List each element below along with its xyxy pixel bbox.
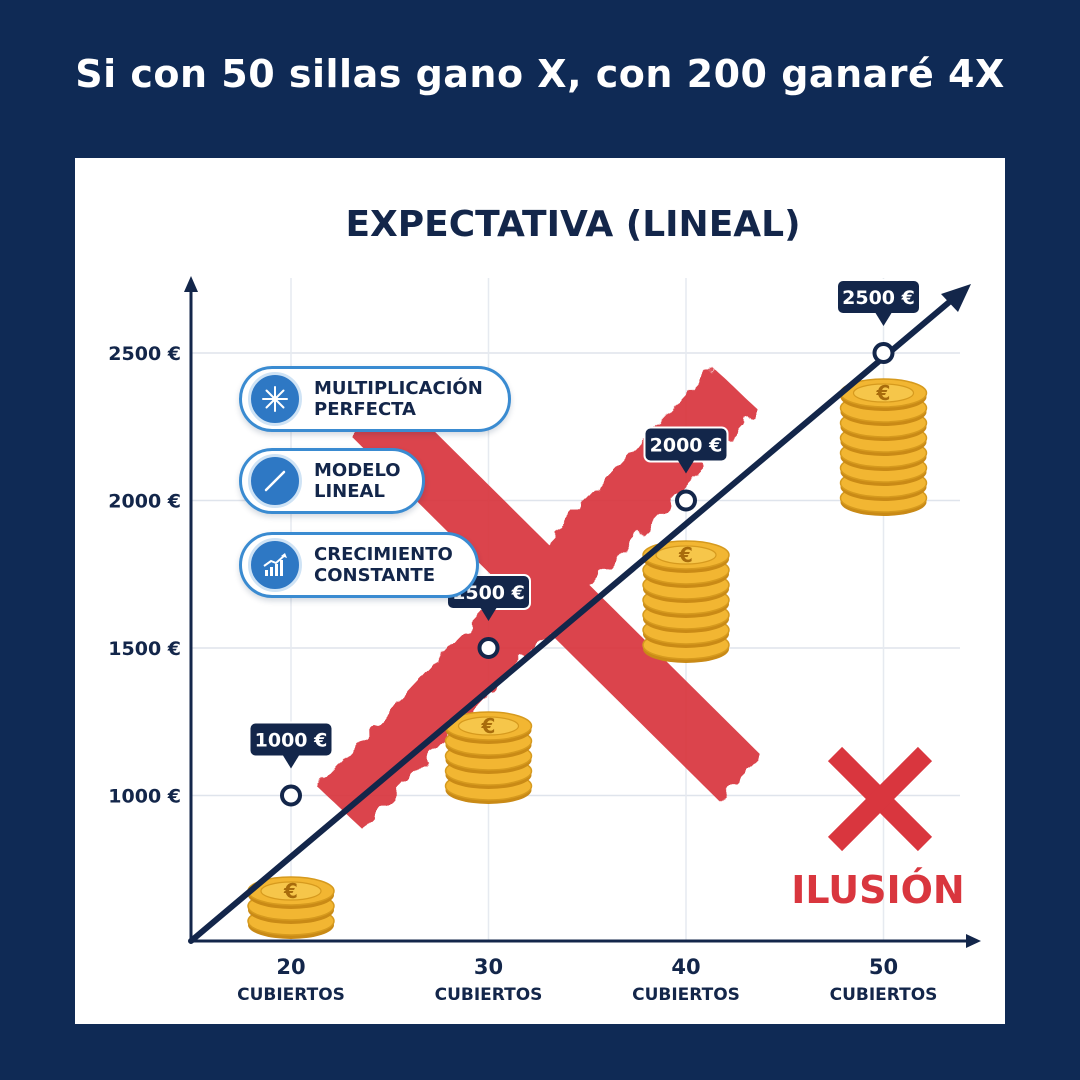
coin-stack: € [839, 378, 928, 516]
trend-line [188, 290, 963, 944]
y-tick-label: 1500 € [108, 638, 181, 660]
diagonal-line-icon [248, 454, 302, 508]
data-label: 2500 € [842, 287, 915, 309]
feature-line2: PERFECTA [314, 399, 416, 420]
euro-icon: € [481, 714, 496, 738]
euro-icon: € [678, 543, 693, 567]
x-tick-label: 30 [474, 955, 503, 979]
feature-line2: LINEAL [314, 481, 385, 502]
callout-pointer [480, 608, 497, 621]
euro-icon: € [283, 879, 298, 903]
data-label: 1500 € [452, 582, 525, 604]
feature-multiplicacion-perfecta: MULTIPLICACIÓN PERFECTA [239, 366, 511, 432]
x-axis-arrow [966, 934, 981, 948]
data-point [675, 489, 697, 512]
feature-line1: MODELO [314, 460, 401, 481]
headline: Si con 50 sillas gano X, con 200 ganaré … [75, 52, 1005, 96]
x-tick-sublabel: CUBIERTOS [632, 985, 740, 1005]
value-callout: 1000 € [248, 721, 334, 769]
verdict-label: ILUSIÓN [791, 868, 964, 912]
x-tick-label: 40 [671, 955, 700, 979]
linear-expectation-chart: EXPECTATIVA (LINEAL) 1000 € 1500 € 2000 € 2… [108, 204, 981, 1005]
sparkle-icon [248, 372, 302, 426]
data-label: 2000 € [650, 435, 723, 457]
value-callout: 2000 € [643, 426, 729, 474]
value-callout: 2500 € [836, 279, 921, 326]
feature-modelo-lineal: MODELO LINEAL [239, 448, 425, 514]
x-tick-sublabel: CUBIERTOS [237, 985, 345, 1005]
coin-stack: € [247, 876, 335, 939]
y-tick-label: 2500 € [108, 343, 181, 365]
x-tick-label: 20 [276, 955, 305, 979]
data-point [477, 637, 500, 659]
x-tick-sublabel: CUBIERTOS [435, 985, 543, 1005]
x-tick-label: 50 [869, 955, 898, 979]
coin-stack: € [642, 540, 730, 663]
feature-line1: MULTIPLICACIÓN [314, 378, 483, 399]
red-x-icon [827, 746, 933, 852]
euro-icon: € [876, 381, 891, 405]
trend-arrow-icon [941, 284, 971, 312]
coin-top [457, 716, 520, 736]
data-point [872, 342, 895, 364]
feature-line2: CONSTANTE [314, 565, 435, 586]
y-axis-arrow [184, 276, 198, 292]
data-label: 1000 € [255, 730, 328, 752]
x-tick-sublabel: CUBIERTOS [830, 985, 938, 1005]
callout-pointer [283, 755, 299, 769]
chart-panel: EXPECTATIVA (LINEAL) 1000 € 1500 € 2000 € 2… [75, 158, 1005, 1024]
x-stroke [827, 746, 933, 852]
y-tick-label: 2000 € [108, 491, 181, 513]
y-tick-label: 1000 € [108, 786, 181, 808]
coin-top [655, 545, 717, 565]
growth-chart-icon [248, 538, 302, 592]
chart-title: EXPECTATIVA (LINEAL) [345, 204, 800, 245]
data-point [280, 784, 302, 807]
feature-crecimiento-constante: CRECIMIENTO CONSTANTE [239, 532, 479, 598]
feature-line1: CRECIMIENTO [314, 544, 453, 565]
callout-pointer [678, 460, 694, 474]
coin-top [260, 881, 322, 901]
coin-stack: € [444, 711, 533, 804]
coin-top [852, 383, 915, 403]
callout-pointer [875, 313, 892, 326]
